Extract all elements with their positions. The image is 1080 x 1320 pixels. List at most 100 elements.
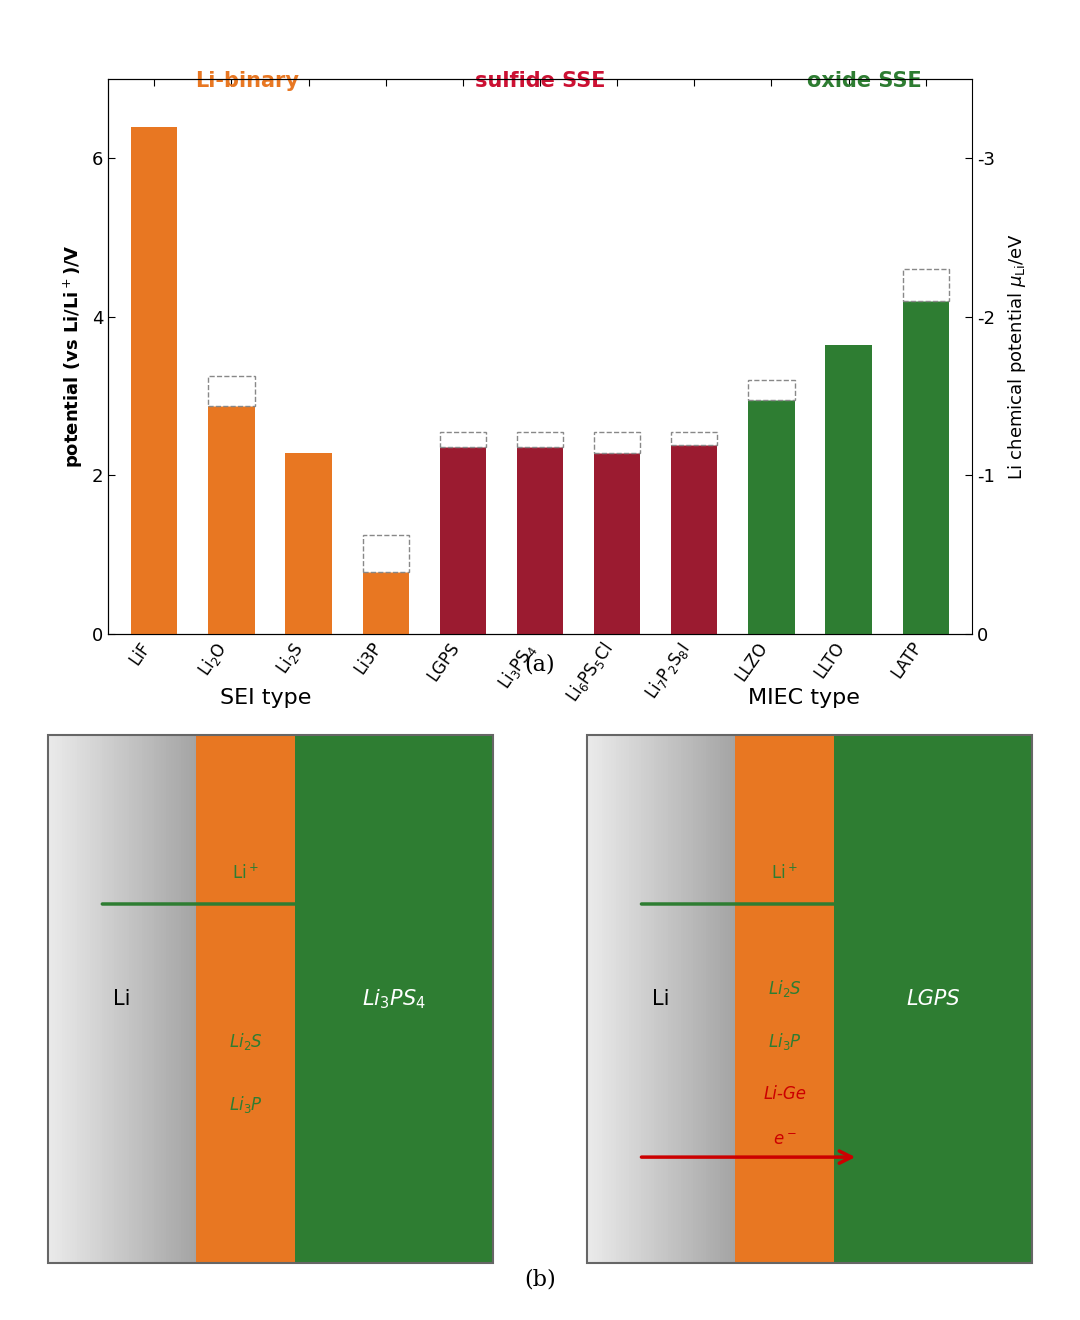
Text: Li$^+$: Li$^+$: [232, 863, 259, 882]
Bar: [680, 735, 684, 1262]
Bar: [673, 735, 676, 1262]
Bar: [517, 447, 563, 634]
Bar: [193, 735, 197, 1262]
Bar: [642, 735, 644, 1262]
Bar: [144, 735, 147, 1262]
Bar: [646, 735, 649, 1262]
Bar: [186, 735, 189, 1262]
Text: Li-binary: Li-binary: [194, 71, 299, 91]
Bar: [82, 735, 84, 1262]
Bar: [122, 735, 124, 1262]
Bar: [132, 735, 134, 1262]
Text: Li-Ge: Li-Ge: [764, 1085, 807, 1102]
Bar: [691, 735, 693, 1262]
Bar: [594, 432, 640, 453]
Text: Li: Li: [113, 989, 131, 1008]
Text: Li: Li: [652, 989, 670, 1008]
Bar: [151, 735, 154, 1262]
Bar: [589, 735, 592, 1262]
Bar: [611, 735, 615, 1262]
Bar: [626, 735, 629, 1262]
Bar: [87, 735, 90, 1262]
Bar: [726, 735, 728, 1262]
Bar: [181, 735, 184, 1262]
Bar: [586, 735, 590, 1262]
Bar: [184, 735, 187, 1262]
Bar: [594, 453, 640, 634]
Bar: [285, 453, 332, 634]
Text: (b): (b): [524, 1269, 556, 1291]
Bar: [363, 572, 409, 634]
Bar: [676, 735, 678, 1262]
Bar: [57, 735, 60, 1262]
Bar: [698, 735, 701, 1262]
Bar: [718, 735, 720, 1262]
Bar: [748, 380, 795, 400]
Bar: [172, 735, 174, 1262]
Text: Li$^+$: Li$^+$: [771, 863, 798, 882]
Bar: [114, 735, 117, 1262]
Bar: [105, 735, 107, 1262]
Bar: [661, 735, 663, 1262]
Bar: [586, 735, 1032, 1262]
Bar: [619, 735, 621, 1262]
Bar: [48, 735, 494, 1262]
Bar: [168, 735, 172, 1262]
Bar: [609, 735, 611, 1262]
Bar: [189, 735, 191, 1262]
Bar: [208, 407, 255, 634]
Bar: [688, 735, 691, 1262]
Bar: [596, 735, 599, 1262]
Bar: [166, 735, 168, 1262]
Bar: [117, 735, 120, 1262]
Bar: [72, 735, 75, 1262]
Text: Li$_3$PS$_4$: Li$_3$PS$_4$: [362, 987, 427, 1011]
Bar: [164, 735, 166, 1262]
Bar: [617, 735, 619, 1262]
Bar: [629, 735, 632, 1262]
Bar: [174, 735, 176, 1262]
Bar: [55, 735, 57, 1262]
Bar: [659, 735, 661, 1262]
Bar: [708, 735, 711, 1262]
Bar: [99, 735, 103, 1262]
Bar: [636, 735, 638, 1262]
Text: (a): (a): [525, 653, 555, 676]
Bar: [295, 735, 494, 1262]
Bar: [638, 735, 642, 1262]
Bar: [604, 735, 607, 1262]
Bar: [131, 127, 177, 634]
Bar: [363, 535, 409, 572]
Bar: [124, 735, 126, 1262]
Bar: [157, 735, 159, 1262]
Bar: [599, 735, 602, 1262]
Bar: [70, 735, 72, 1262]
Text: Li$_2$S: Li$_2$S: [768, 978, 801, 999]
Bar: [903, 269, 949, 301]
Bar: [733, 735, 735, 1262]
Bar: [191, 735, 193, 1262]
Bar: [720, 735, 723, 1262]
Bar: [644, 735, 646, 1262]
Bar: [671, 445, 717, 634]
Bar: [440, 432, 486, 447]
Bar: [705, 735, 708, 1262]
Bar: [67, 735, 70, 1262]
Bar: [92, 735, 95, 1262]
Bar: [621, 735, 624, 1262]
Bar: [634, 735, 636, 1262]
Bar: [666, 735, 669, 1262]
Bar: [59, 735, 63, 1262]
Bar: [602, 735, 604, 1262]
Bar: [161, 735, 164, 1262]
Bar: [728, 735, 730, 1262]
Text: oxide SSE: oxide SSE: [807, 71, 921, 91]
Bar: [154, 735, 157, 1262]
Bar: [703, 735, 705, 1262]
Bar: [715, 735, 718, 1262]
Bar: [624, 735, 626, 1262]
Bar: [656, 735, 659, 1262]
Bar: [97, 735, 99, 1262]
Bar: [208, 376, 255, 407]
Bar: [179, 735, 181, 1262]
